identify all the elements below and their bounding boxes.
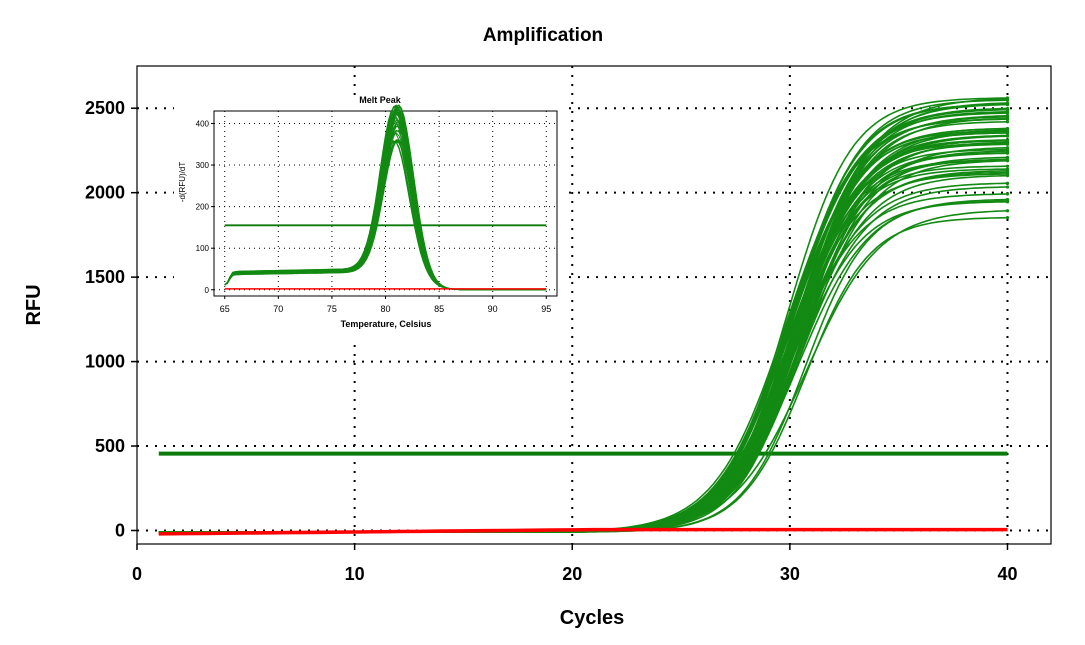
amplification-sample-endpoint (1005, 200, 1010, 204)
amplification-y-axis-label: RFU (23, 284, 45, 325)
amplification-x-tick-label: 30 (780, 564, 800, 584)
amplification-sample-endpoint (1005, 147, 1010, 152)
amplification-sample-endpoint (1005, 107, 1010, 111)
amplification-sample-endpoint (1005, 169, 1010, 173)
melt-peak-x-tick-label: 90 (488, 304, 498, 314)
melt-peak-x-tick-label: 70 (273, 304, 283, 314)
amplification-y-tick-label: 500 (95, 436, 125, 456)
amplification-y-tick-label: 1500 (85, 267, 125, 287)
amplification-sample-endpoint (1005, 174, 1010, 178)
amplification-plot-frame (136, 65, 1052, 545)
melt-peak-y-tick-label: 300 (196, 161, 210, 170)
melt-peak-y-axis-label: -d(RFU)/dT (178, 162, 187, 203)
melt-peak-series (224, 104, 547, 291)
amplification-x-tick-label: 40 (997, 564, 1017, 584)
amplification-chart: Amplification 0 10 20 30 4005001000150020002… (23, 25, 1052, 629)
amplification-sample-endpoint (1005, 102, 1010, 107)
melt-peak-x-axis-label: Temperature, Celsius (341, 319, 432, 329)
amplification-title: Amplification (483, 25, 603, 46)
melt-peak-y-tick-label: 0 (205, 286, 210, 295)
melt-peak-y-tick-label: 400 (196, 119, 210, 128)
amplification-x-tick-label: 20 (562, 564, 582, 584)
amplification-sample-endpoint (1005, 126, 1010, 131)
amplification-x-axis-label: Cycles (560, 607, 625, 629)
amplification-sample-endpoint (1005, 131, 1010, 135)
melt-peak-axes: 65 70 75 80 85 90 95 0 100 200 300 400 (196, 119, 552, 314)
amplification-sample-endpoint (1005, 192, 1010, 196)
amplification-y-tick-label: 1000 (85, 352, 125, 372)
amplification-sample-endpoint (1005, 139, 1010, 143)
amplification-sample-endpoint (1005, 111, 1010, 115)
amplification-sample-endpoint (1005, 151, 1010, 155)
amplification-sample-endpoint (1005, 216, 1010, 220)
amplification-x-tick-label: 10 (345, 564, 365, 584)
amplification-sample-endpoint (1005, 185, 1010, 189)
amplification-sample-endpoint (1005, 209, 1010, 213)
melt-peak-x-tick-label: 80 (380, 304, 390, 314)
melt-peak-title: Melt Peak (359, 95, 402, 105)
amplification-x-tick-label: 0 (132, 564, 142, 584)
melt-peak-background (174, 95, 566, 338)
amplification-negative-curve (158, 527, 1008, 535)
melt-peak-x-tick-label: 65 (220, 304, 230, 314)
melt-peak-sample-curve (224, 111, 547, 291)
amplification-sample-endpoint (1005, 96, 1010, 100)
amplification-y-tick-label: 2000 (85, 183, 125, 203)
amplification-sample-endpoint (1005, 181, 1010, 185)
melt-peak-x-tick-label: 85 (434, 304, 444, 314)
amplification-sample-endpoint (1005, 114, 1010, 118)
amplification-sample-endpoint (1005, 117, 1010, 121)
amplification-sample-endpoint (1005, 197, 1010, 202)
melt-peak-y-tick-label: 100 (196, 244, 210, 253)
amplification-y-tick-label: 2500 (85, 98, 125, 118)
melt-peak-y-tick-label: 200 (196, 203, 210, 212)
melt-peak-x-tick-label: 75 (327, 304, 337, 314)
amplification-sample-endpoint (1005, 158, 1010, 162)
amplification-series (158, 96, 1010, 536)
amplification-sample-endpoint (1005, 120, 1010, 124)
melt-peak-inset: Melt Peak 65 70 75 80 85 90 95 0 100 200 300 400 Te… (174, 95, 566, 338)
amplification-sample-endpoint (1005, 164, 1010, 168)
melt-peak-x-tick-label: 95 (541, 304, 551, 314)
amplification-y-tick-label: 0 (115, 520, 125, 540)
amplification-sample-endpoint (1005, 141, 1010, 145)
amplification-sample-endpoint (1005, 133, 1010, 138)
